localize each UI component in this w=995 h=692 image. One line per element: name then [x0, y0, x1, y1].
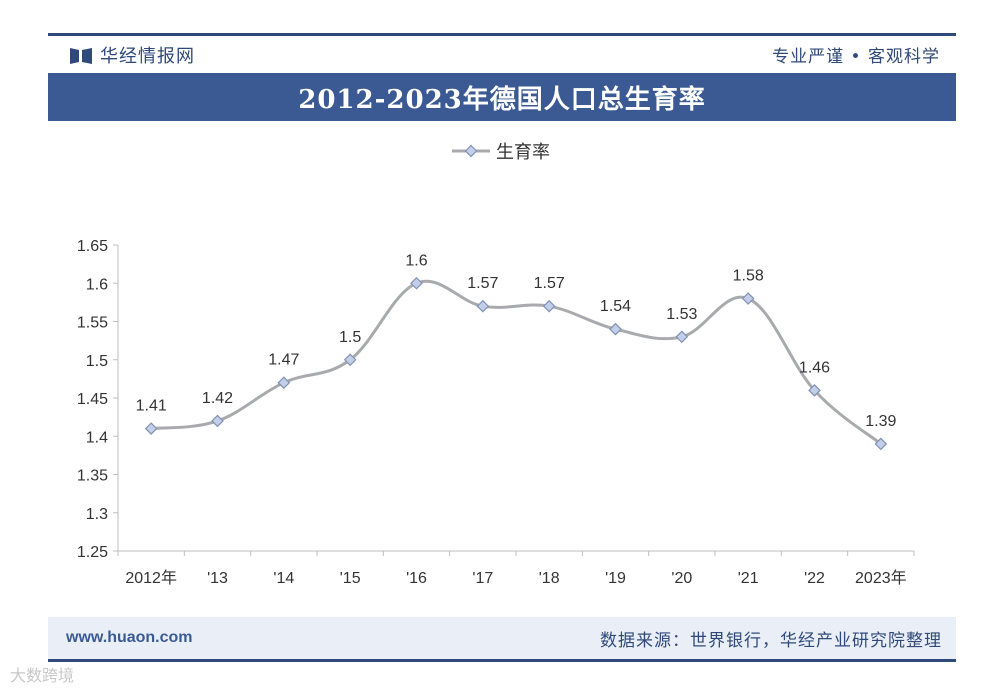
data-label: 1.57	[467, 275, 498, 292]
x-tick-label: '14	[273, 570, 294, 587]
footer-bar: www.huaon.com 数据来源：世界银行，华经产业研究院整理	[48, 617, 956, 659]
data-label: 1.6	[405, 252, 427, 269]
data-point-marker	[343, 353, 357, 367]
data-point-marker	[476, 299, 490, 313]
data-label: 1.47	[268, 352, 299, 369]
line-chart: 1.25 1.3 1.35 1.4 1.45 1.5 1.55 1.6 1.65 2012年 '13…	[77, 142, 915, 587]
data-point-marker	[144, 422, 158, 435]
data-label: 1.54	[600, 298, 631, 315]
data-point-marker	[675, 330, 689, 344]
data-source-note: 数据来源：世界银行，华经产业研究院整理	[600, 630, 942, 651]
y-tick-label: 1.3	[86, 506, 108, 523]
data-point-marker	[277, 376, 291, 390]
x-tick-label: '13	[207, 570, 228, 587]
y-tick-label: 1.35	[77, 468, 108, 485]
data-label: 1.46	[799, 359, 830, 376]
y-tick-label: 1.5	[86, 353, 108, 370]
y-tick-label: 1.45	[77, 391, 108, 408]
data-point-marker	[808, 384, 821, 397]
y-tick-label: 1.25	[77, 544, 108, 561]
y-tick-label: 1.6	[86, 276, 108, 293]
data-point-marker	[542, 299, 556, 313]
y-tick-label: 1.4	[86, 429, 108, 446]
footer-url: www.huaon.com	[66, 629, 193, 646]
data-label: 1.5	[339, 329, 361, 346]
brand-slogan: 专业严谨 • 客观科学	[772, 47, 940, 67]
x-tick-label: '21	[738, 570, 759, 587]
bottom-rule	[48, 659, 956, 662]
data-point-marker	[741, 292, 755, 305]
chart-area: 1.25 1.3 1.35 1.4 1.45 1.5 1.55 1.6 1.65 2012年 '13…	[48, 121, 956, 611]
data-label: 1.42	[202, 390, 233, 407]
y-tick-label: 1.55	[77, 315, 108, 332]
corner-watermark: 大数跨境	[10, 666, 75, 685]
legend-marker-swatch	[464, 144, 478, 158]
huaon-logo-icon	[70, 47, 92, 64]
x-tick-label: '20	[671, 570, 692, 587]
y-tick-label: 1.65	[77, 238, 108, 255]
x-tick-label: '19	[605, 570, 626, 587]
x-tick-label: '18	[539, 570, 560, 587]
data-label: 1.53	[666, 306, 697, 323]
x-tick-label: '16	[406, 570, 427, 587]
brand-name: 华经情报网	[100, 45, 195, 67]
x-tick-label: 2012年	[125, 569, 177, 587]
legend-label: 生育率	[496, 142, 550, 163]
x-tick-label: 2023年	[855, 569, 907, 587]
x-tick-label: '17	[472, 570, 493, 587]
data-label: 1.39	[865, 413, 896, 430]
data-label: 1.41	[136, 398, 167, 415]
data-point-marker	[874, 437, 888, 451]
data-label: 1.57	[534, 275, 565, 292]
data-label: 1.58	[733, 268, 764, 285]
x-tick-label: '15	[340, 570, 361, 587]
data-point-marker	[211, 414, 224, 428]
top-rule	[48, 33, 956, 36]
chart-title-band: 2012-2023年德国人口总生育率	[48, 73, 956, 121]
series-line-fertility-rate	[150, 279, 882, 446]
data-point-marker	[609, 322, 622, 336]
brand: 华经情报网	[70, 42, 195, 68]
x-tick-label: '22	[804, 570, 825, 587]
chart-title: 2012-2023年德国人口总生育率	[298, 84, 706, 115]
data-point-marker	[410, 276, 423, 290]
brand-bar: 华经情报网 专业严谨 • 客观科学	[48, 36, 956, 73]
